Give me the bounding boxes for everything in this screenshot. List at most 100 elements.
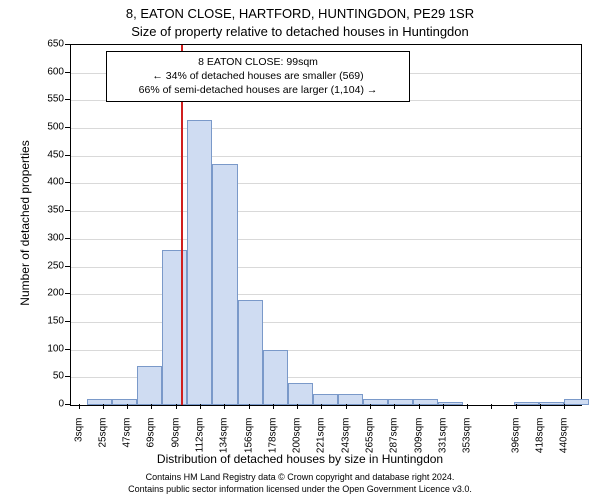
x-tick-mark — [224, 404, 225, 409]
y-tick-label: 250 — [24, 260, 64, 271]
histogram-bar — [313, 394, 338, 405]
x-tick-mark — [443, 404, 444, 409]
x-tick-mark — [540, 404, 541, 409]
x-tick-label: 265sqm — [364, 418, 375, 454]
grid-line — [71, 350, 581, 351]
histogram-bar — [413, 399, 438, 405]
attribution-line1: Contains HM Land Registry data © Crown c… — [0, 472, 600, 484]
y-tick-label: 100 — [24, 343, 64, 354]
grid-line — [71, 239, 581, 240]
y-tick-mark — [65, 72, 70, 73]
chart-container: 8, EATON CLOSE, HARTFORD, HUNTINGDON, PE… — [0, 0, 600, 500]
y-tick-label: 650 — [24, 39, 64, 50]
x-tick-mark — [127, 404, 128, 409]
grid-line — [71, 267, 581, 268]
histogram-bar — [212, 164, 237, 405]
attribution-line2: Contains public sector information licen… — [0, 484, 600, 496]
x-tick-label: 331sqm — [437, 418, 448, 454]
chart-title-sub: Size of property relative to detached ho… — [0, 24, 600, 39]
histogram-bar — [87, 399, 112, 405]
x-tick-mark — [79, 404, 80, 409]
y-tick-label: 500 — [24, 122, 64, 133]
y-tick-label: 400 — [24, 177, 64, 188]
x-tick-mark — [516, 404, 517, 409]
x-tick-label: 418sqm — [534, 418, 545, 454]
y-tick-mark — [65, 293, 70, 294]
histogram-bar — [137, 366, 162, 405]
x-tick-mark — [419, 404, 420, 409]
histogram-bar — [539, 402, 564, 405]
histogram-bar — [363, 399, 388, 405]
x-tick-label: 396sqm — [510, 418, 521, 454]
x-tick-label: 287sqm — [389, 418, 400, 454]
y-tick-label: 150 — [24, 315, 64, 326]
histogram-bar — [187, 120, 212, 405]
y-tick-label: 50 — [24, 371, 64, 382]
x-tick-label: 25sqm — [97, 418, 108, 454]
x-tick-label: 309sqm — [413, 418, 424, 454]
histogram-bar — [263, 350, 288, 405]
x-tick-mark — [491, 404, 492, 409]
y-tick-label: 600 — [24, 66, 64, 77]
x-tick-label: 47sqm — [122, 418, 133, 454]
y-tick-mark — [65, 238, 70, 239]
x-tick-label: 353sqm — [462, 418, 473, 454]
x-tick-label: 69sqm — [146, 418, 157, 454]
x-tick-label: 90sqm — [170, 418, 181, 454]
y-tick-mark — [65, 266, 70, 267]
y-tick-mark — [65, 155, 70, 156]
y-tick-mark — [65, 182, 70, 183]
histogram-bar — [238, 300, 263, 405]
x-tick-label: 440sqm — [559, 418, 570, 454]
chart-title-main: 8, EATON CLOSE, HARTFORD, HUNTINGDON, PE… — [0, 6, 600, 21]
x-tick-label: 156sqm — [243, 418, 254, 454]
attribution: Contains HM Land Registry data © Crown c… — [0, 472, 600, 495]
grid-line — [71, 183, 581, 184]
x-tick-mark — [346, 404, 347, 409]
x-tick-label: 200sqm — [292, 418, 303, 454]
grid-line — [71, 211, 581, 212]
y-tick-label: 300 — [24, 232, 64, 243]
histogram-bar — [564, 399, 589, 405]
x-tick-label: 178sqm — [267, 418, 278, 454]
annotation-box: 8 EATON CLOSE: 99sqm ← 34% of detached h… — [106, 51, 410, 102]
x-tick-mark — [297, 404, 298, 409]
x-tick-mark — [321, 404, 322, 409]
x-tick-mark — [370, 404, 371, 409]
y-tick-mark — [65, 127, 70, 128]
histogram-bar — [162, 250, 187, 405]
y-tick-mark — [65, 321, 70, 322]
x-axis-label: Distribution of detached houses by size … — [0, 452, 600, 466]
y-tick-label: 550 — [24, 94, 64, 105]
y-tick-mark — [65, 376, 70, 377]
grid-line — [71, 294, 581, 295]
x-tick-mark — [249, 404, 250, 409]
annotation-line3: 66% of semi-detached houses are larger (… — [113, 83, 403, 97]
x-tick-mark — [467, 404, 468, 409]
x-tick-label: 112sqm — [194, 418, 205, 454]
x-tick-mark — [394, 404, 395, 409]
x-tick-mark — [273, 404, 274, 409]
grid-line — [71, 128, 581, 129]
histogram-bar — [338, 394, 363, 405]
y-tick-mark — [65, 404, 70, 405]
y-tick-mark — [65, 349, 70, 350]
y-tick-label: 0 — [24, 399, 64, 410]
x-tick-mark — [176, 404, 177, 409]
x-tick-mark — [151, 404, 152, 409]
histogram-bar — [514, 402, 539, 405]
histogram-bar — [388, 399, 413, 405]
y-tick-label: 450 — [24, 149, 64, 160]
annotation-line2: ← 34% of detached houses are smaller (56… — [113, 69, 403, 83]
x-tick-label: 3sqm — [73, 418, 84, 454]
x-tick-label: 243sqm — [340, 418, 351, 454]
x-tick-mark — [103, 404, 104, 409]
grid-line — [71, 322, 581, 323]
y-tick-label: 200 — [24, 288, 64, 299]
histogram-bar — [112, 399, 137, 405]
x-tick-mark — [200, 404, 201, 409]
histogram-bar — [288, 383, 313, 405]
x-tick-label: 134sqm — [219, 418, 230, 454]
grid-line — [71, 156, 581, 157]
y-tick-mark — [65, 99, 70, 100]
